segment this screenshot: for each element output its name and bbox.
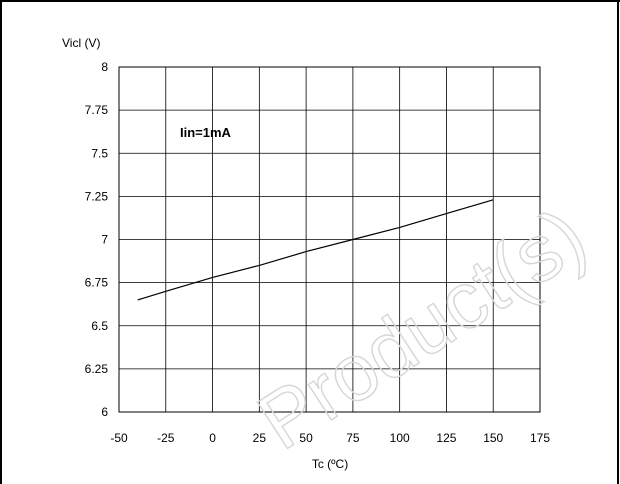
x-axis-label: Tc (ºC) xyxy=(312,457,348,471)
condition-annotation: Iin=1mA xyxy=(180,125,232,140)
x-axis-ticks: -50 -25 0 25 50 75 100 125 150 175 xyxy=(110,431,550,445)
x-tick-label: 125 xyxy=(436,431,456,445)
y-tick-label: 6.25 xyxy=(85,362,109,376)
y-tick-label: 7.25 xyxy=(85,189,109,203)
y-tick-label: 8 xyxy=(101,60,108,74)
y-tick-label: 7 xyxy=(101,233,108,247)
y-tick-label: 7.75 xyxy=(85,103,109,117)
x-tick-label: -25 xyxy=(157,431,175,445)
series-line xyxy=(137,199,494,301)
y-axis-ticks: 6 6.25 6.5 6.75 7 7.25 7.5 7.75 8 xyxy=(85,60,109,419)
x-tick-label: 150 xyxy=(483,431,503,445)
x-tick-label: 175 xyxy=(530,431,550,445)
y-tick-label: 6.75 xyxy=(85,276,109,290)
y-tick-label: 6.5 xyxy=(91,319,108,333)
plot-area-frame xyxy=(118,66,541,413)
frame-right-border xyxy=(617,0,619,484)
x-tick-label: 50 xyxy=(299,431,313,445)
x-tick-label: 0 xyxy=(209,431,216,445)
x-tick-label: 75 xyxy=(346,431,360,445)
y-tick-label: 7.5 xyxy=(91,146,108,160)
frame-top-border xyxy=(0,0,620,2)
y-tick-label: 6 xyxy=(101,405,108,419)
y-axis-label: Vicl (V) xyxy=(62,36,100,50)
frame-left-border xyxy=(0,0,2,484)
watermark: Product(s) xyxy=(243,191,601,467)
x-tick-label: 25 xyxy=(253,431,267,445)
x-tick-label: 100 xyxy=(390,431,410,445)
x-tick-label: -50 xyxy=(110,431,128,445)
